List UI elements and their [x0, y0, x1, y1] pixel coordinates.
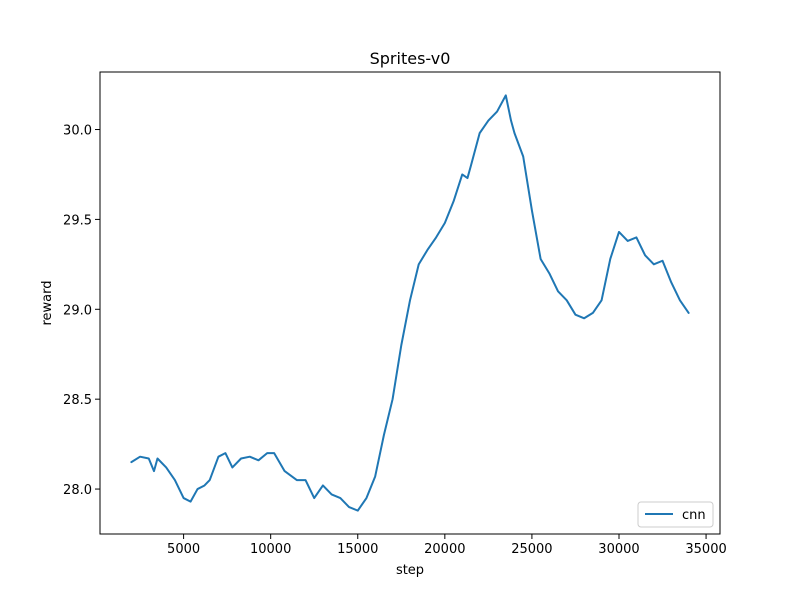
axes-frame: [99, 71, 721, 535]
x-axis-title: step: [396, 563, 424, 578]
y-tick-label: 28.0: [63, 483, 92, 498]
x-tick-label: 35000: [685, 542, 726, 557]
x-tick-label: 5000: [167, 542, 200, 557]
series-line-cnn: [130, 94, 690, 512]
x-tick-label: 30000: [598, 542, 639, 557]
x-tick-label: 20000: [424, 542, 465, 557]
legend-label-cnn: cnn: [682, 508, 706, 523]
x-axis: 5000 10000 15000 20000 25000 30000 35000: [167, 534, 727, 557]
plot-area: [130, 94, 690, 512]
legend: cnn: [637, 501, 714, 528]
y-axis-title: reward: [40, 280, 55, 325]
y-tick-label: 29.5: [63, 213, 92, 228]
y-tick-label: 29.0: [63, 303, 92, 318]
y-tick-label: 28.5: [63, 393, 92, 408]
y-axis: 28.0 28.5 29.0 29.5 30.0: [63, 124, 100, 498]
legend-box: [637, 501, 714, 528]
x-tick-label: 10000: [250, 542, 291, 557]
x-tick-label: 15000: [337, 542, 378, 557]
x-tick-label: 25000: [511, 542, 552, 557]
chart-title: Sprites-v0: [370, 49, 451, 68]
y-tick-label: 30.0: [63, 124, 92, 139]
